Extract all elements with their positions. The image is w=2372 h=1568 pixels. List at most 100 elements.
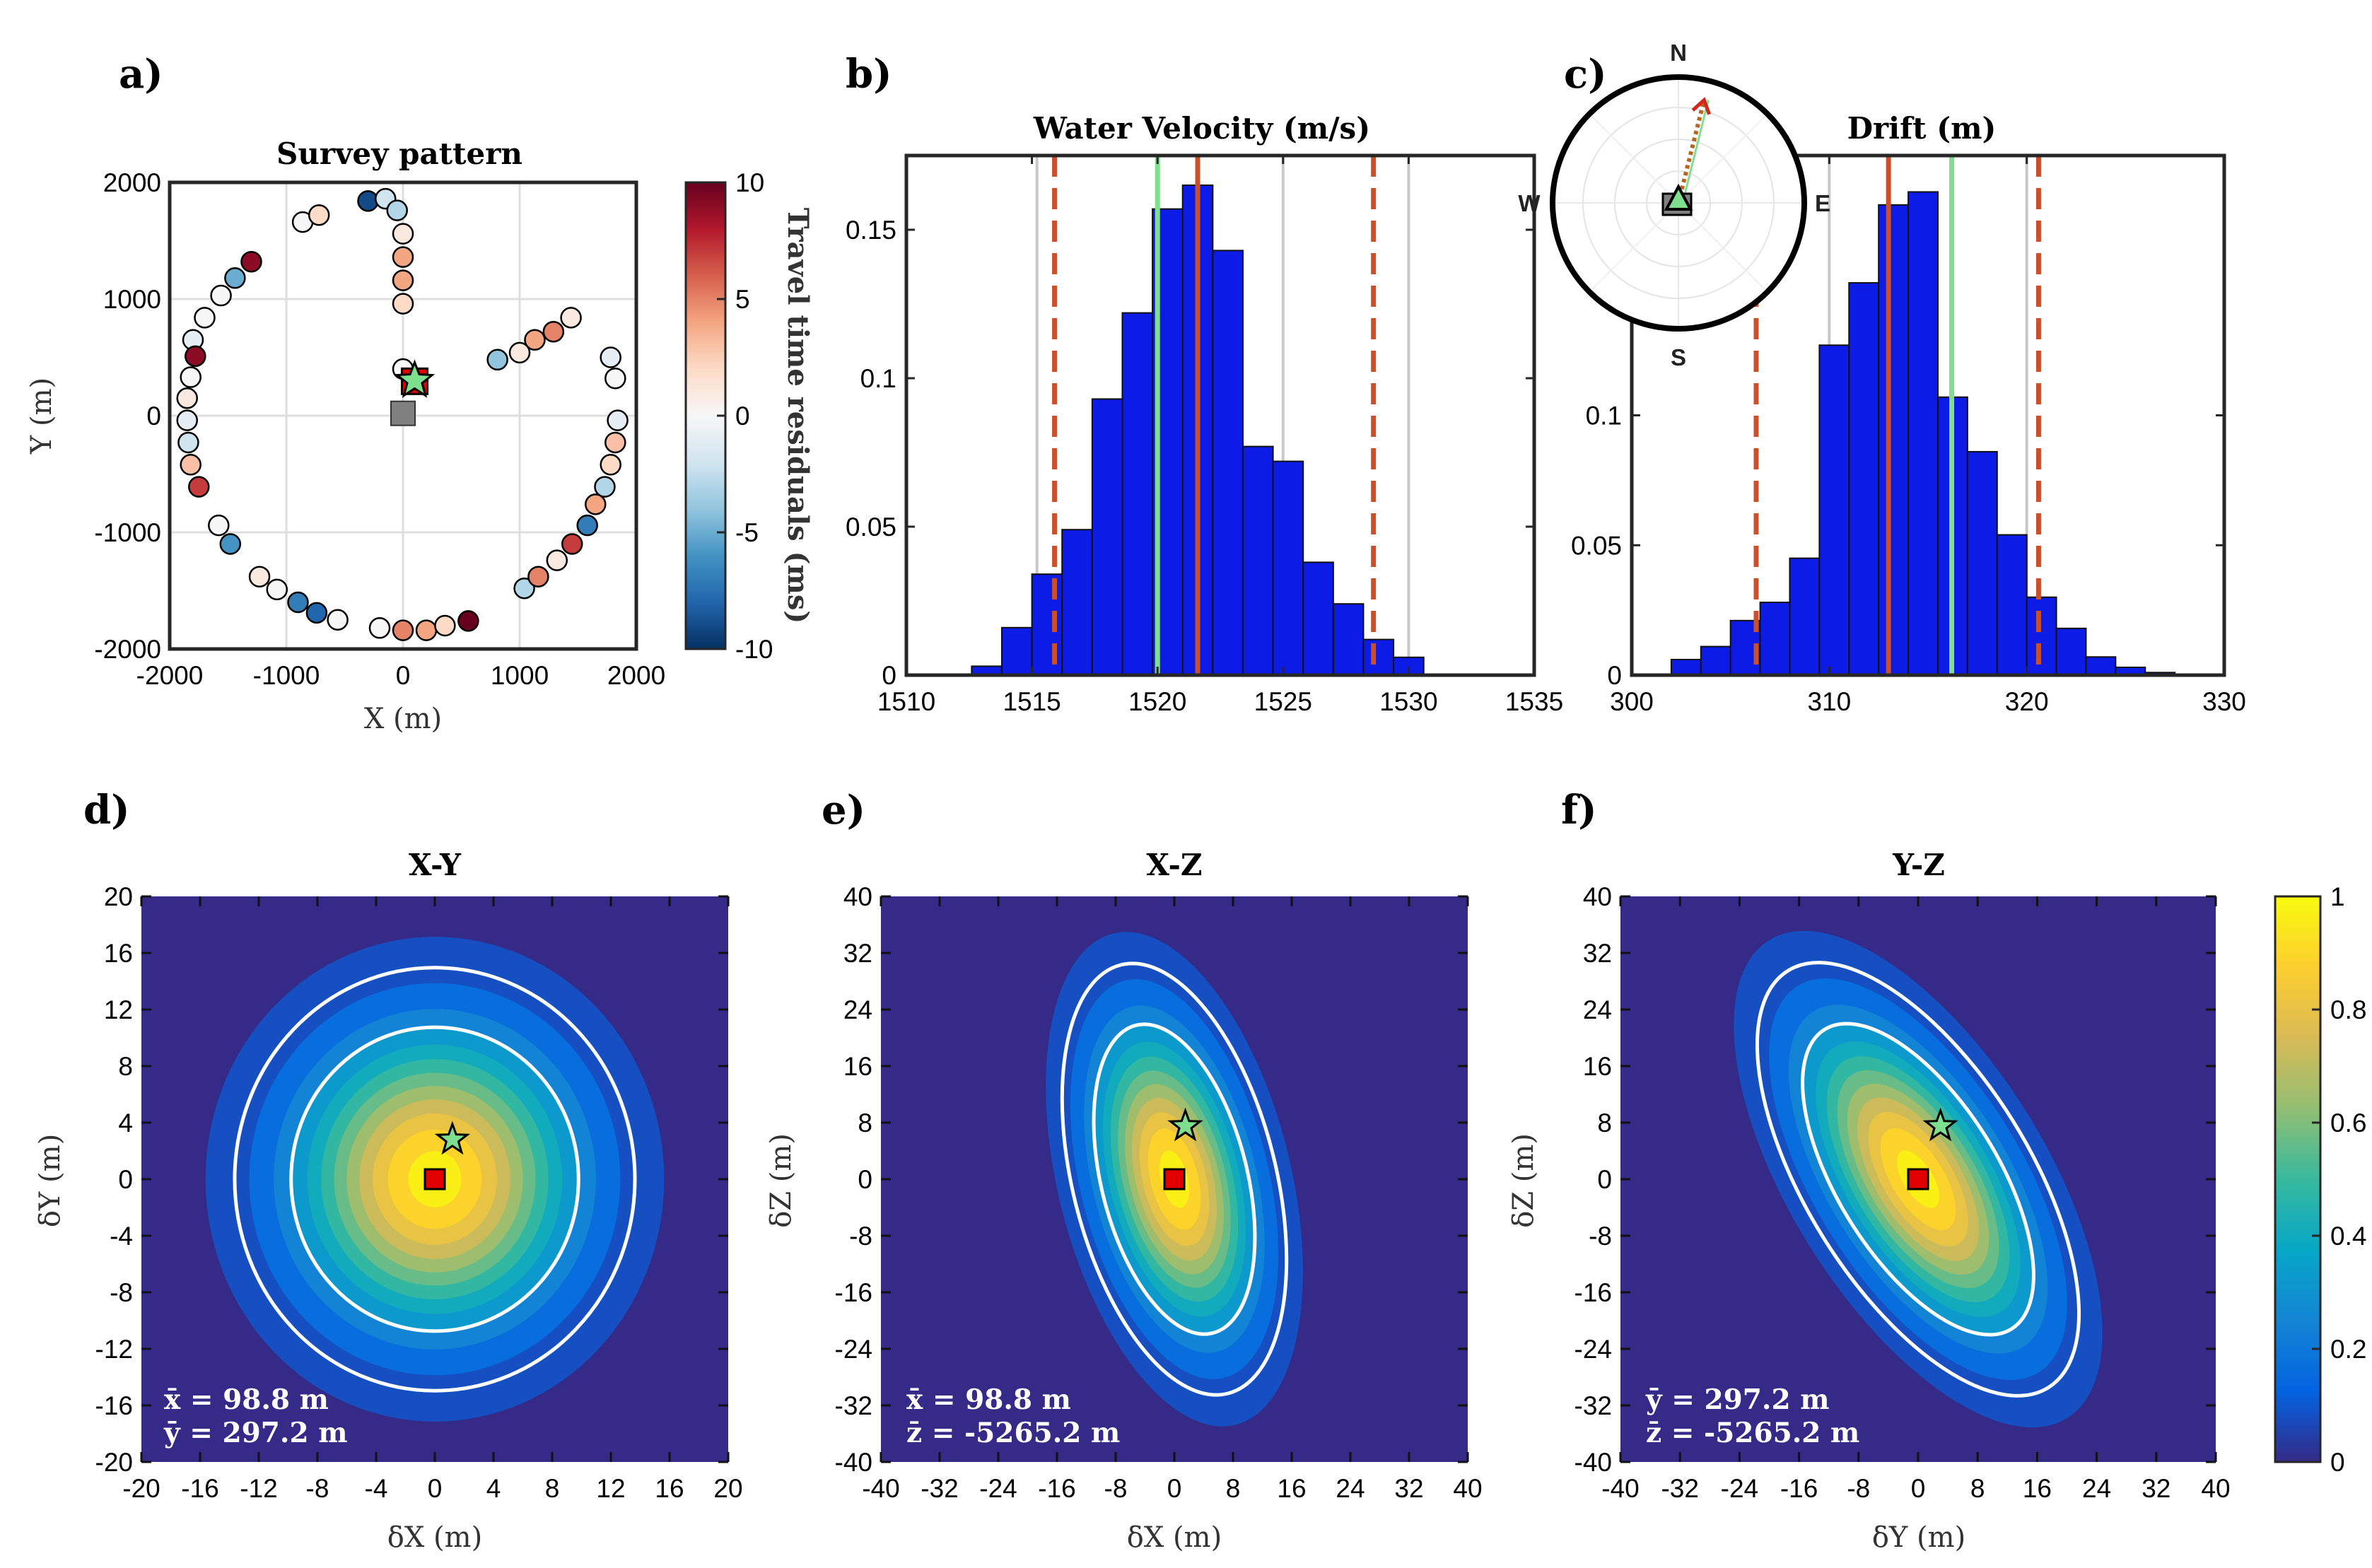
tick-label: -24 xyxy=(835,1335,872,1364)
colorbar-tick-label: 0.6 xyxy=(2330,1108,2366,1137)
tick-label: 32 xyxy=(1394,1474,1423,1503)
data-point xyxy=(527,566,549,587)
tick-label: 16 xyxy=(1583,1052,1612,1081)
histogram-bar xyxy=(2026,596,2057,676)
x-tick-labels-a: -2000 -1000 0 1000 2000 xyxy=(136,661,665,690)
confidence-contour xyxy=(289,1025,580,1333)
annotation-f-2: z̄ = -5265.2 m xyxy=(1646,1417,1859,1449)
histogram-bar xyxy=(1996,534,2028,676)
tick-label: 16 xyxy=(655,1474,684,1503)
data-point xyxy=(386,199,408,221)
y-tick-labels-f: -40 -32 -24 -16 -8 0 8 16 24 32 40 xyxy=(1574,882,1612,1477)
axes-box-a xyxy=(168,180,638,651)
grey-square-marker xyxy=(390,400,416,426)
histogram-bar xyxy=(1907,191,1939,676)
x-tick-labels-f: -40 -32 -24 -16 -8 0 8 16 24 32 40 xyxy=(1601,1474,2230,1503)
confidence-contour xyxy=(1060,961,1289,1397)
red-square-marker xyxy=(423,1168,446,1190)
data-point xyxy=(392,269,414,291)
chart-title-f: Y-Z xyxy=(1892,848,1945,882)
heatmap-f xyxy=(1620,896,2216,1462)
tick-label: 12 xyxy=(596,1474,625,1503)
x-axis-label-a: X (m) xyxy=(364,703,442,735)
data-point xyxy=(486,349,508,371)
tick-label: 16 xyxy=(2023,1474,2052,1503)
tick-label: -1000 xyxy=(94,518,161,547)
data-point xyxy=(508,341,531,364)
tick-label: -1000 xyxy=(253,661,320,690)
panel-label-c: c) xyxy=(1564,51,1607,98)
drift-arrow-shaft xyxy=(1676,99,1707,204)
tick-label: -16 xyxy=(95,1391,133,1420)
tick-label: -2000 xyxy=(136,661,204,690)
tick-label: -4 xyxy=(110,1222,133,1251)
annotation-d-2: ȳ = 297.2 m xyxy=(163,1417,347,1449)
chart-title-c: Drift (m) xyxy=(1847,111,1997,146)
tick-label: -12 xyxy=(240,1474,277,1503)
histogram-bar xyxy=(1061,529,1093,677)
chart-title-b: Water Velocity (m/s) xyxy=(1033,111,1370,146)
heatmap-e xyxy=(881,896,1468,1462)
y-tick-labels-a: -2000 -1000 0 1000 2000 xyxy=(94,168,161,664)
tick-label: -8 xyxy=(1589,1222,1612,1251)
tick-label: -32 xyxy=(1574,1391,1612,1420)
tick-label: 0 xyxy=(1597,1165,1612,1194)
chart-title-d: X-Y xyxy=(409,848,462,882)
axes-box-c xyxy=(1630,153,2226,677)
tick-label: 24 xyxy=(1583,995,1612,1024)
data-point xyxy=(248,566,271,587)
tick-label: -24 xyxy=(979,1474,1017,1503)
colorbar-tick-label: -5 xyxy=(735,518,759,547)
tick-label: 310 xyxy=(1807,687,1851,716)
annotation-d-1: x̄ = 98.8 m xyxy=(164,1383,329,1416)
histogram-bar xyxy=(1818,344,1850,676)
histogram-bar xyxy=(1878,204,1910,676)
tick-label: 40 xyxy=(1453,1474,1482,1503)
tick-label: -24 xyxy=(1721,1474,1758,1503)
axes-box-b xyxy=(904,153,1536,677)
tick-label: 4 xyxy=(118,1108,133,1137)
drift-arrow-head xyxy=(1691,97,1711,115)
data-point xyxy=(180,366,201,388)
tick-label: -40 xyxy=(1601,1474,1639,1503)
histogram-bar xyxy=(1031,573,1063,677)
data-point xyxy=(392,293,414,315)
confidence-contour xyxy=(1801,1022,2035,1337)
tick-label: -16 xyxy=(1780,1474,1818,1503)
tick-label: 1520 xyxy=(1128,687,1186,716)
tick-label: -16 xyxy=(835,1278,872,1307)
colorbar-tick-label: 0.2 xyxy=(2330,1335,2366,1364)
panel-e: e) X-Z -40 -32 -24 -16 -8 0 8 16 24 32 40 -40 -32 -2… xyxy=(765,787,1483,1554)
tick-label: 0 xyxy=(396,661,411,690)
tick-label: -16 xyxy=(1574,1278,1612,1307)
histogram-bar xyxy=(1302,561,1334,677)
tick-label: 0.1 xyxy=(860,364,896,393)
tick-label: 32 xyxy=(1583,939,1612,968)
data-point xyxy=(219,533,242,555)
tick-label: 0 xyxy=(858,1165,872,1194)
data-point xyxy=(600,454,621,476)
compass-label-s: S xyxy=(1671,344,1686,370)
panel-label-f: f) xyxy=(1561,787,1597,833)
tick-label: -20 xyxy=(122,1474,160,1503)
colorbar-ticks-f: 0 0.2 0.4 0.6 0.8 1 xyxy=(2312,882,2366,1477)
tick-label: 1535 xyxy=(1505,687,1563,716)
tick-label: 0 xyxy=(146,402,161,431)
tick-label: 320 xyxy=(2005,687,2049,716)
tick-label: -40 xyxy=(862,1474,899,1503)
data-point xyxy=(576,514,598,537)
histogram-bar xyxy=(1000,626,1033,676)
y-axis-label-f: δZ (m) xyxy=(1507,1133,1540,1228)
tick-label: 24 xyxy=(1336,1474,1365,1503)
data-point xyxy=(224,267,246,289)
data-point xyxy=(600,346,621,368)
histogram-bar xyxy=(1241,445,1274,676)
tick-label: 12 xyxy=(104,995,133,1024)
tick-label: -8 xyxy=(1104,1474,1128,1503)
star-marker xyxy=(1922,1107,1958,1142)
tick-label: 0 xyxy=(118,1165,133,1194)
y-tick-labels-e: -40 -32 -24 -16 -8 0 8 16 24 32 40 xyxy=(835,882,872,1477)
tick-label: 32 xyxy=(2142,1474,2171,1503)
tick-label: -20 xyxy=(95,1448,133,1477)
data-point xyxy=(185,345,206,368)
